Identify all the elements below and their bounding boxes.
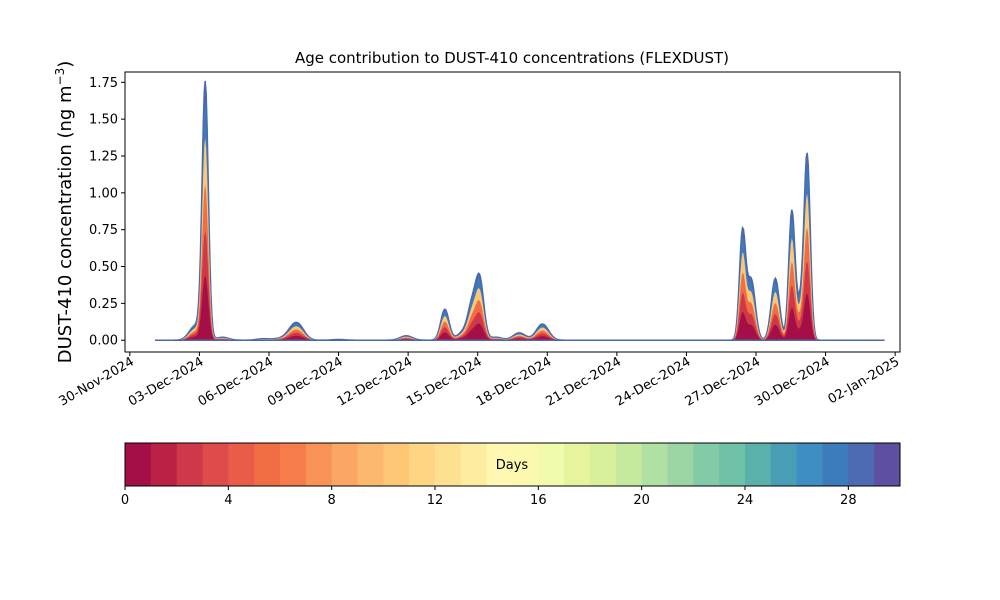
colorbar-segment bbox=[615, 443, 643, 486]
y-tick-label: 0.50 bbox=[89, 260, 118, 275]
colorbar-segment bbox=[667, 443, 694, 486]
colorbar-axis: 0 4 8 12 16 20 24 28 bbox=[121, 486, 857, 508]
colorbar-segment bbox=[383, 443, 410, 486]
colorbar-segment bbox=[331, 443, 358, 486]
x-tick-label: 24-Dec-2024 bbox=[613, 354, 693, 409]
x-tick-label: 09-Dec-2024 bbox=[265, 354, 345, 409]
y-axis-label: DUST-410 concentration (ng m−3) bbox=[53, 61, 76, 364]
colorbar-segment bbox=[486, 443, 513, 486]
colorbar-segment bbox=[125, 443, 152, 486]
y-tick-label: 1.75 bbox=[89, 76, 118, 91]
colorbar-tick-label: 16 bbox=[530, 493, 547, 508]
colorbar-tick-label: 12 bbox=[427, 493, 444, 508]
colorbar-segment bbox=[435, 443, 462, 486]
colorbar bbox=[125, 443, 901, 486]
y-tick-label: 0.75 bbox=[89, 223, 118, 238]
x-tick-label: 18-Dec-2024 bbox=[474, 354, 554, 409]
x-tick-label: 30-Dec-2024 bbox=[752, 354, 832, 409]
colorbar-segment bbox=[719, 443, 746, 486]
colorbar-frame bbox=[124, 442, 901, 487]
y-tick-label: 1.50 bbox=[89, 113, 118, 128]
x-axis: 30-Nov-202403-Dec-202406-Dec-202409-Dec-… bbox=[57, 352, 903, 410]
colorbar-segment bbox=[460, 443, 488, 486]
colorbar-tick-label: 0 bbox=[121, 493, 129, 508]
plot-area bbox=[154, 80, 885, 341]
colorbar-segment bbox=[564, 443, 591, 486]
y-axis-label-close: ) bbox=[55, 61, 76, 68]
y-axis-label-exponent: −3 bbox=[53, 68, 67, 86]
colorbar-tick-label: 4 bbox=[224, 493, 232, 508]
x-tick-label: 15-Dec-2024 bbox=[404, 354, 484, 409]
colorbar-segment bbox=[512, 443, 539, 486]
colorbar-segment bbox=[409, 443, 436, 486]
colorbar-segment bbox=[305, 443, 333, 486]
colorbar-tick-label: 20 bbox=[633, 493, 650, 508]
colorbar-segment bbox=[745, 443, 772, 486]
colorbar-segment bbox=[693, 443, 720, 486]
colorbar-segment bbox=[590, 443, 617, 486]
y-tick-label: 0.00 bbox=[89, 334, 118, 349]
plot-frame bbox=[124, 71, 901, 353]
x-tick-label: 21-Dec-2024 bbox=[543, 354, 623, 409]
colorbar-segment bbox=[357, 443, 384, 486]
colorbar-segment bbox=[254, 443, 281, 486]
colorbar-segment bbox=[176, 443, 203, 486]
colorbar-tick-label: 28 bbox=[840, 493, 857, 508]
y-tick-label: 0.25 bbox=[89, 297, 118, 312]
y-axis-label-main: DUST-410 concentration (ng m bbox=[55, 85, 76, 363]
colorbar-segment bbox=[874, 443, 901, 486]
colorbar-segment bbox=[822, 443, 849, 486]
y-tick-label: 1.00 bbox=[89, 186, 118, 201]
colorbar-segment bbox=[538, 443, 565, 486]
age-band-area-5 bbox=[154, 275, 885, 341]
colorbar-label: Days bbox=[496, 458, 529, 473]
x-tick-label: 03-Dec-2024 bbox=[126, 354, 206, 409]
x-tick-label: 27-Dec-2024 bbox=[683, 354, 763, 409]
y-axis: 0.00 0.25 0.50 0.75 1.00 1.25 1.50 1.75 bbox=[89, 76, 125, 349]
colorbar-segment bbox=[202, 443, 229, 486]
colorbar-segment bbox=[228, 443, 255, 486]
colorbar-segment bbox=[796, 443, 823, 486]
x-tick-label: 06-Dec-2024 bbox=[196, 354, 276, 409]
colorbar-tick-label: 8 bbox=[328, 493, 336, 508]
colorbar-segment bbox=[848, 443, 875, 486]
colorbar-segment bbox=[150, 443, 178, 486]
colorbar-tick-label: 24 bbox=[737, 493, 754, 508]
y-tick-label: 1.25 bbox=[89, 150, 118, 165]
x-tick-label: 12-Dec-2024 bbox=[335, 354, 415, 409]
colorbar-segment bbox=[280, 443, 307, 486]
colorbar-segment bbox=[641, 443, 668, 486]
x-tick-label: 02-Jan-2025 bbox=[826, 354, 903, 407]
chart-title: Age contribution to DUST-410 concentrati… bbox=[295, 49, 729, 67]
colorbar-segment bbox=[770, 443, 798, 486]
